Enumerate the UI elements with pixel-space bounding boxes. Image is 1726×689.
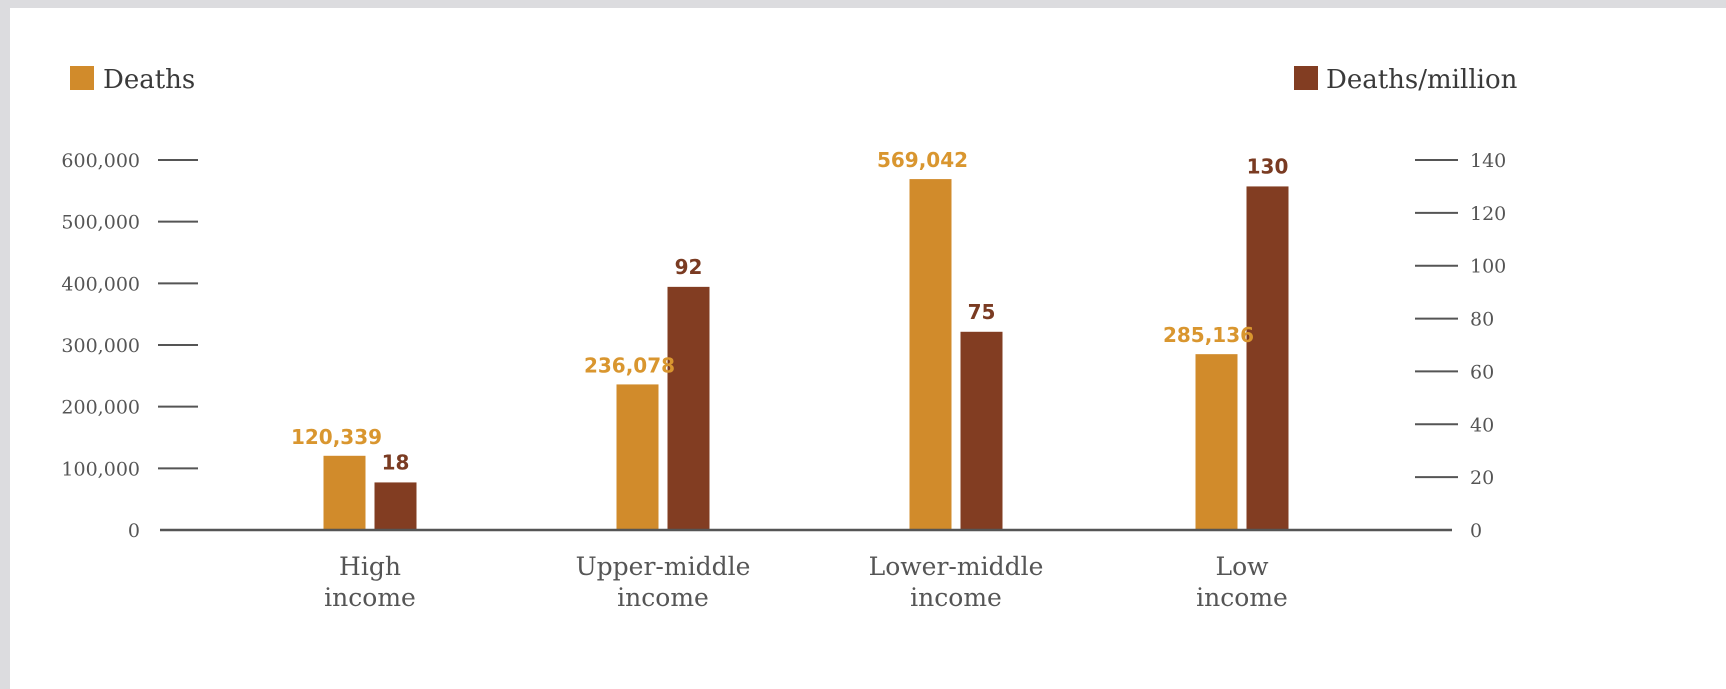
bar-deaths-per-million — [960, 331, 1003, 530]
left-tick-label: 400,000 — [61, 273, 140, 295]
chart-panel: Deaths Deaths/million 0 100,000 200,000 300… — [10, 8, 1726, 689]
category-label: income — [617, 583, 709, 612]
data-label-deaths-per-million: 18 — [382, 450, 410, 474]
right-tick-label: 100 — [1470, 256, 1506, 278]
right-tick-label: 0 — [1470, 520, 1482, 542]
category-label: income — [910, 583, 1002, 612]
legend-right: Deaths/million — [1294, 65, 1518, 95]
right-tick-label: 80 — [1470, 309, 1494, 331]
right-tick-label: 40 — [1470, 414, 1494, 436]
legend-label-deaths: Deaths — [103, 65, 195, 95]
right-tick-label: 60 — [1470, 361, 1494, 383]
bar-deaths — [616, 384, 659, 530]
right-axis: 0 20 40 60 80 100 120 140 — [1415, 150, 1506, 542]
data-label-deaths: 236,078 — [584, 353, 675, 377]
right-tick-label: 20 — [1470, 467, 1494, 489]
right-tick-label: 140 — [1470, 150, 1506, 172]
bar-deaths — [1195, 354, 1238, 530]
left-axis: 0 100,000 200,000 300,000 400,000 500,000 600,… — [61, 150, 198, 542]
bar-deaths — [909, 179, 952, 530]
data-label-deaths-per-million: 130 — [1247, 154, 1289, 178]
category-label: Low — [1215, 552, 1269, 581]
left-tick-label: 300,000 — [61, 335, 140, 357]
data-label-deaths: 120,339 — [291, 425, 382, 449]
legend-swatch-deaths — [70, 66, 94, 90]
right-tick-label: 120 — [1470, 203, 1506, 225]
bar-deaths-per-million — [1246, 186, 1289, 530]
legend-swatch-deaths-per-million — [1294, 66, 1318, 90]
bar-chart: Deaths Deaths/million 0 100,000 200,000 300… — [61, 65, 1518, 612]
left-tick-label: 600,000 — [61, 150, 140, 172]
left-tick-label: 200,000 — [61, 397, 140, 419]
legend-label-deaths-per-million: Deaths/million — [1326, 65, 1518, 95]
left-tick-label: 0 — [128, 520, 140, 542]
category-label: Lower-middle — [869, 552, 1044, 581]
category-label: Upper-middle — [576, 552, 751, 581]
data-label-deaths-per-million: 75 — [968, 300, 996, 324]
bar-deaths — [323, 455, 366, 530]
legend-left: Deaths — [70, 65, 195, 95]
data-label-deaths: 285,136 — [1163, 323, 1254, 347]
data-label-deaths-per-million: 92 — [675, 255, 703, 279]
data-label-deaths: 569,042 — [877, 148, 968, 172]
bar-deaths-per-million — [374, 482, 417, 530]
category-label: income — [1196, 583, 1288, 612]
left-tick-label: 100,000 — [61, 458, 140, 480]
bar-deaths-per-million — [667, 286, 710, 530]
left-tick-label: 500,000 — [61, 212, 140, 234]
category-label: income — [324, 583, 416, 612]
category-label: High — [339, 552, 401, 581]
category-labels: HighincomeUpper-middleincomeLower-middle… — [324, 552, 1288, 612]
